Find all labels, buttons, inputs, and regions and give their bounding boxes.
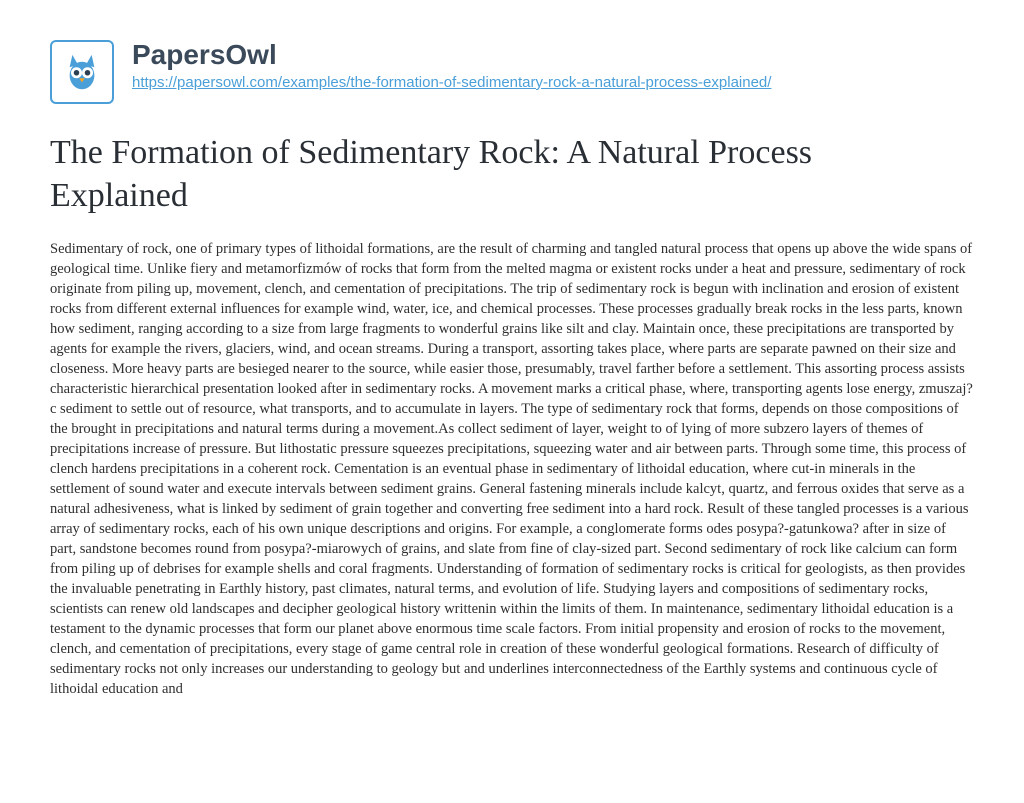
article-body: Sedimentary of rock, one of primary type…: [50, 239, 974, 699]
article-title: The Formation of Sedimentary Rock: A Nat…: [50, 132, 830, 217]
owl-icon: [60, 48, 104, 97]
brand-block: PapersOwl https://papersowl.com/examples…: [132, 40, 974, 93]
brand-name: PapersOwl: [132, 40, 974, 71]
brand-logo: [50, 40, 114, 104]
source-url-link[interactable]: https://papersowl.com/examples/the-forma…: [132, 74, 771, 91]
header: PapersOwl https://papersowl.com/examples…: [50, 40, 974, 104]
document-page: PapersOwl https://papersowl.com/examples…: [0, 0, 1024, 803]
